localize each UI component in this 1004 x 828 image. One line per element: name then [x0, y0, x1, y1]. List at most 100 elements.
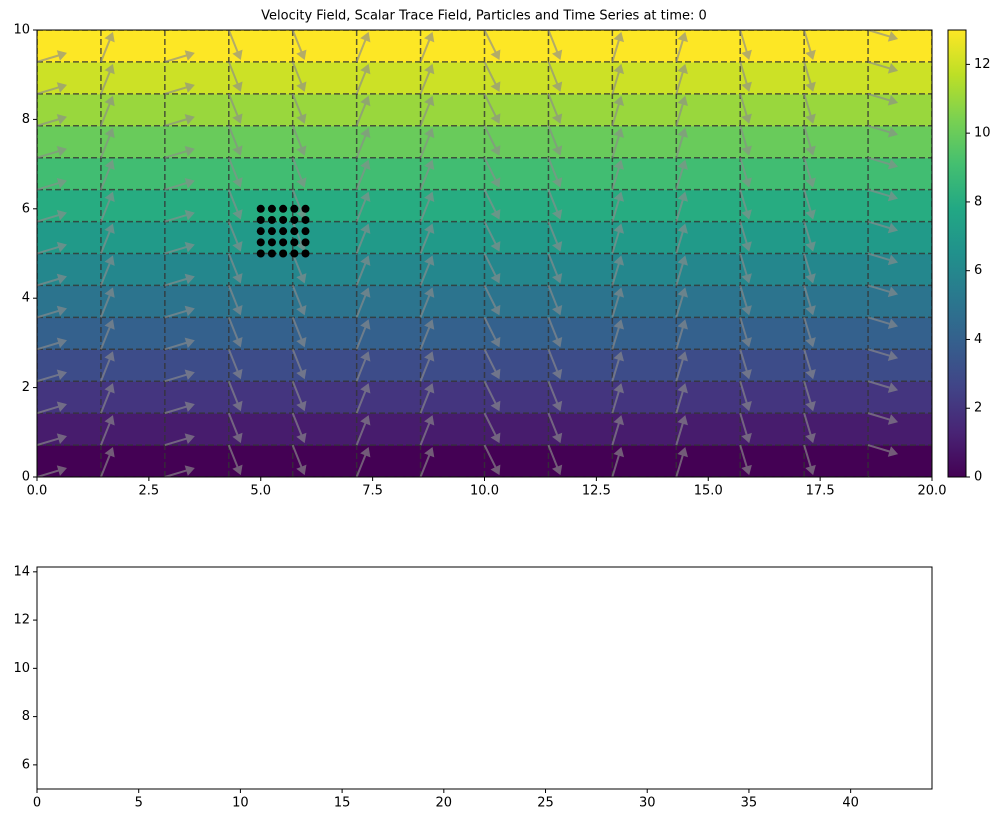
x-tick-label: 17.5 [806, 484, 835, 499]
velocity-arrow [547, 93, 563, 124]
velocity-arrow [355, 415, 371, 446]
velocity-arrow [739, 157, 752, 188]
velocity-arrow [355, 319, 371, 350]
y-tick-label: 6 [22, 201, 30, 216]
velocity-arrow [164, 241, 195, 255]
velocity-arrow [100, 383, 115, 414]
velocity-arrow [547, 253, 563, 284]
x-tick-label: 25 [537, 796, 554, 811]
velocity-arrow [100, 223, 115, 254]
velocity-arrow [291, 30, 307, 61]
velocity-arrow [100, 30, 115, 31]
velocity-arrow [37, 82, 67, 95]
velocity-arrow [611, 63, 625, 95]
y-tick-label: 12 [13, 613, 30, 628]
velocity-arrow [355, 383, 371, 414]
velocity-arrow [37, 305, 67, 319]
velocity-arrow [100, 159, 115, 190]
velocity-arrow [483, 30, 501, 60]
velocity-arrow [803, 221, 816, 252]
particle [290, 215, 299, 224]
velocity-arrow [867, 220, 899, 234]
y-tick-label: 4 [22, 291, 30, 306]
velocity-arrow [803, 157, 816, 188]
velocity-arrow [164, 401, 195, 415]
velocity-arrow [291, 380, 307, 412]
x-tick-label: 30 [639, 796, 656, 811]
x-tick-label: 12.5 [582, 484, 611, 499]
x-tick-label: 10.0 [470, 484, 499, 499]
velocity-arrow [227, 412, 243, 444]
velocity-arrow [355, 31, 371, 63]
velocity-arrow [803, 30, 816, 60]
velocity-arrow [611, 191, 625, 222]
velocity-arrow [100, 446, 115, 477]
x-tick-label: 40 [842, 796, 859, 811]
particle [301, 204, 310, 213]
velocity-arrow [100, 191, 115, 222]
velocity-arrow [291, 285, 307, 316]
velocity-arrow [291, 157, 307, 188]
velocity-arrow [803, 412, 816, 444]
velocity-arrow [37, 465, 67, 477]
velocity-arrow [419, 223, 435, 254]
velocity-arrow [675, 319, 688, 350]
particle [279, 249, 288, 258]
velocity-arrow [611, 223, 625, 254]
velocity-arrow [867, 60, 899, 74]
velocity-arrow [419, 446, 435, 477]
velocity-arrow [164, 433, 195, 447]
velocity-arrow [867, 156, 899, 170]
velocity-arrow [37, 177, 67, 191]
velocity-arrow [227, 221, 243, 252]
velocity-arrow [419, 31, 435, 63]
velocity-arrow [547, 61, 563, 92]
y-tick-label: 10 [13, 661, 30, 676]
y-tick-label: 8 [22, 112, 30, 127]
velocity-arrow [483, 93, 501, 124]
particle [267, 249, 276, 258]
velocity-arrow [611, 255, 625, 286]
x-tick-label: 20 [436, 796, 453, 811]
velocity-arrow [227, 93, 243, 124]
velocity-arrow [291, 125, 307, 156]
velocity-arrow [227, 285, 243, 316]
x-tick-label: 5 [135, 796, 143, 811]
velocity-arrow [675, 255, 688, 286]
velocity-arrow [100, 31, 115, 63]
velocity-arrow [739, 317, 752, 348]
plot-area [37, 30, 932, 477]
velocity-arrow [547, 412, 563, 444]
particle [267, 238, 276, 247]
x-tick-label: 20.0 [918, 484, 947, 499]
velocity-arrow [739, 444, 752, 476]
velocity-arrow [164, 305, 195, 319]
velocity-arrow [803, 189, 816, 220]
particle [290, 238, 299, 247]
velocity-arrow [419, 319, 435, 350]
x-tick-label: 7.5 [362, 484, 383, 499]
particle [279, 215, 288, 224]
x-tick-label: 0.0 [27, 484, 48, 499]
velocity-arrow [291, 444, 307, 476]
y-tick-label: 2 [22, 380, 30, 395]
velocity-arrow [37, 241, 67, 255]
velocity-arrow [867, 188, 899, 202]
velocity-arrow [227, 317, 243, 348]
particle [267, 215, 276, 224]
x-tick-label: 35 [741, 796, 758, 811]
chart-title: Velocity Field, Scalar Trace Field, Part… [261, 9, 707, 24]
velocity-arrow [355, 351, 371, 382]
velocity-arrow [547, 125, 563, 156]
y-tick-label: 10 [13, 23, 30, 38]
velocity-arrow [419, 95, 435, 127]
velocity-arrow [611, 319, 625, 350]
velocity-arrow [100, 319, 115, 350]
velocity-arrow [355, 287, 371, 318]
velocity-arrow [675, 287, 688, 318]
velocity-arrow [483, 253, 501, 284]
velocity-arrow [291, 348, 307, 380]
velocity-arrow [227, 189, 243, 220]
velocity-arrow [611, 95, 625, 127]
velocity-arrow [867, 348, 899, 361]
